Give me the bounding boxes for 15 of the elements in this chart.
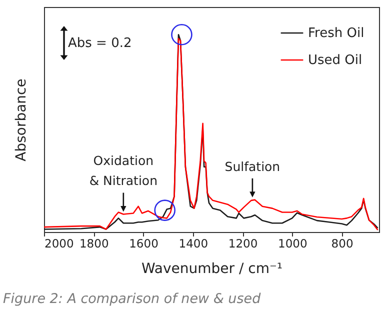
legend-label: Fresh Oil xyxy=(308,26,364,41)
legend-label: Used Oil xyxy=(308,53,362,68)
x-tick-label: 1200 xyxy=(228,236,258,250)
x-tick-label: 1400 xyxy=(178,236,208,250)
caption: Figure 2: A comparison of new & used xyxy=(3,291,262,307)
x-axis-title: Wavenumber / cm⁻¹ xyxy=(141,261,283,277)
x-tick-label: 1600 xyxy=(129,236,158,250)
x-tick-label: 2000 xyxy=(44,236,74,250)
x-tick-label: 1000 xyxy=(278,236,308,250)
annotation: Oxidation & Nitration xyxy=(89,153,158,188)
x-tick-label: 1800 xyxy=(79,236,109,250)
annotation: Sulfation xyxy=(224,158,280,174)
y-axis-title: Absorbance xyxy=(14,78,30,162)
annotation: Abs = 0.2 xyxy=(68,36,132,51)
x-tick-label: 800 xyxy=(331,236,354,250)
